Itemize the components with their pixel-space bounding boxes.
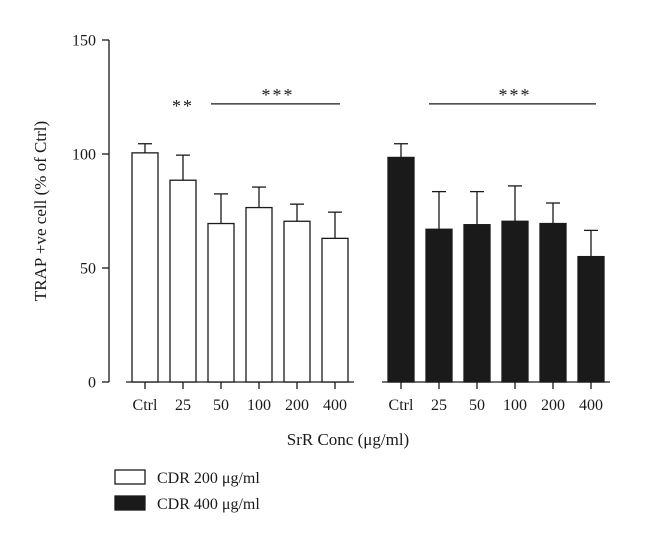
- x-tick-label: 50: [213, 397, 229, 414]
- x-tick-label: 100: [503, 397, 527, 414]
- y-tick-label: 150: [72, 33, 96, 50]
- bar: [207, 222, 235, 383]
- significance-label: ***: [262, 85, 295, 105]
- legend-swatch-cdr-400: [114, 495, 146, 511]
- x-tick-label: 100: [247, 397, 271, 414]
- x-tick-label: 25: [175, 397, 191, 414]
- bars: [131, 143, 605, 383]
- x-tick-label: 50: [469, 397, 485, 414]
- significance-label: **: [172, 96, 194, 116]
- bar: [577, 255, 605, 383]
- x-tick-label: 200: [541, 397, 565, 414]
- y-tick-label: 50: [80, 261, 96, 278]
- axes: 0 50 100 150 Ctrl 25 50 100 200 400 Ctrl 25 50 100 200…: [72, 33, 610, 414]
- significance-label: ***: [499, 85, 532, 105]
- bar: [321, 237, 349, 383]
- x-tick-label: Ctrl: [389, 397, 414, 414]
- bar: [501, 220, 529, 383]
- x-axis-title: SrR Conc (μg/ml): [287, 430, 409, 449]
- legend-label-cdr-400: CDR 400 μg/ml: [157, 496, 260, 513]
- x-tick-label: 400: [579, 397, 603, 414]
- y-tick-label: 0: [88, 375, 96, 392]
- bar: [463, 224, 491, 383]
- x-tick-label: 200: [285, 397, 309, 414]
- bar: [425, 228, 453, 383]
- bar: [245, 206, 273, 383]
- bar: [387, 156, 415, 383]
- bar: [169, 179, 197, 383]
- x-tick-label: 25: [431, 397, 447, 414]
- y-axis-title: TRAP +ve cell (% of Ctrl): [31, 121, 50, 301]
- bar: [539, 222, 567, 383]
- legend: CDR 200 μg/ml CDR 400 μg/ml: [114, 469, 260, 513]
- legend-swatch-cdr-200: [114, 469, 146, 485]
- bar: [131, 152, 159, 383]
- x-tick-label: 400: [323, 397, 347, 414]
- bar: [283, 220, 311, 383]
- significance-annotations: ***** ***: [172, 85, 596, 116]
- x-tick-label: Ctrl: [133, 397, 158, 414]
- legend-label-cdr-200: CDR 200 μg/ml: [157, 470, 260, 487]
- y-tick-label: 100: [72, 147, 96, 164]
